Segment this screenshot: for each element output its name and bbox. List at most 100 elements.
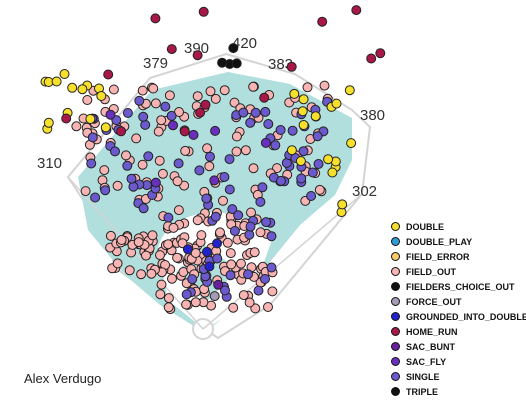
legend-label: DOUBLE — [406, 221, 444, 232]
legend-item: SINGLE — [391, 369, 526, 384]
point-single — [270, 140, 281, 151]
distance-label: 383 — [268, 56, 293, 73]
point-field-out — [108, 84, 119, 95]
point-home-run — [116, 126, 127, 137]
point-home-run — [286, 61, 297, 72]
point-single — [229, 226, 240, 236]
point-field-out — [112, 258, 123, 269]
point-double — [344, 85, 355, 96]
point-single — [194, 165, 205, 176]
point-field-out — [82, 95, 93, 105]
point-single — [250, 107, 261, 118]
point-double — [43, 117, 54, 128]
point-single — [87, 132, 98, 143]
point-field-out — [148, 83, 159, 94]
point-single — [212, 253, 223, 264]
distance-label: 380 — [360, 107, 385, 124]
legend-label: DOUBLE_PLAY — [406, 236, 473, 247]
legend-item: SAC_FLY — [391, 354, 526, 369]
point-field-out — [231, 146, 242, 157]
point-single — [307, 167, 318, 178]
point-force-out — [209, 291, 220, 302]
point-field-out — [164, 90, 175, 101]
point-field-out — [172, 252, 183, 263]
legend: DOUBLE DOUBLE_PLAY FIELD_ERROR FIELD_OUT FIE… — [391, 219, 526, 399]
point-field-out — [141, 250, 151, 261]
legend-swatch — [391, 252, 400, 261]
point-home-run — [259, 92, 270, 103]
point-home-run — [200, 99, 211, 110]
point-single — [257, 182, 268, 193]
point-single — [243, 269, 253, 280]
point-single — [205, 151, 215, 162]
point-field-out — [248, 81, 259, 92]
point-field-out — [246, 207, 256, 218]
point-field-out — [163, 293, 174, 304]
point-field-out — [163, 239, 174, 250]
point-sac-fly — [150, 177, 161, 188]
legend-swatch — [391, 222, 400, 231]
point-home-run — [351, 5, 362, 16]
point-field-out — [156, 115, 167, 126]
point-sac-fly — [188, 129, 199, 140]
point-single — [126, 173, 137, 184]
legend-swatch — [391, 327, 400, 336]
legend-swatch — [391, 342, 400, 351]
point-field-out — [249, 247, 260, 258]
point-field-out — [153, 126, 164, 137]
point-single — [260, 274, 270, 284]
point-field-out — [136, 269, 147, 280]
point-single — [263, 119, 274, 129]
point-field-out — [255, 227, 266, 238]
distance-label: 390 — [184, 40, 209, 57]
point-single — [260, 106, 271, 117]
point-triple — [228, 43, 239, 54]
point-single — [238, 107, 249, 118]
legend-swatch — [391, 297, 400, 306]
legend-label: GROUNDED_INTO_DOUBLE_PLAY — [406, 311, 526, 322]
point-single — [276, 175, 286, 186]
point-field-out — [133, 237, 144, 248]
point-single — [296, 173, 307, 184]
point-single — [233, 210, 244, 221]
point-field-out — [267, 286, 278, 297]
point-double — [298, 120, 309, 130]
point-single — [122, 108, 133, 118]
point-field-out — [147, 230, 158, 241]
point-field-out — [168, 222, 179, 233]
point-field-out — [146, 268, 157, 279]
point-field-out — [205, 86, 216, 97]
point-home-run — [366, 53, 377, 64]
point-double — [337, 199, 348, 210]
point-field-out — [250, 303, 261, 314]
point-single — [134, 95, 145, 106]
point-single — [227, 204, 238, 215]
point-sac-fly — [209, 175, 220, 186]
point-home-run — [166, 44, 177, 55]
point-field-out — [80, 186, 91, 197]
point-field-out — [231, 131, 242, 142]
point-field-out — [157, 168, 168, 179]
point-single — [298, 146, 309, 157]
point-double — [346, 138, 357, 149]
point-double — [298, 94, 309, 105]
point-field-out — [116, 235, 127, 245]
point-single — [261, 217, 272, 228]
point-field-out — [319, 80, 330, 91]
legend-item: TRIPLE — [391, 384, 526, 399]
point-field-out — [155, 289, 166, 300]
legend-item: FIELD_ERROR — [391, 249, 526, 264]
point-double — [327, 167, 338, 178]
legend-label: FIELD_ERROR — [406, 251, 470, 262]
legend-label: SAC_FLY — [406, 356, 447, 367]
point-grounded-into-double-play — [202, 246, 212, 257]
point-single — [138, 111, 149, 122]
legend-label: FIELDERS_CHOICE_OUT — [406, 281, 515, 292]
legend-item: FORCE_OUT — [391, 294, 526, 309]
point-grounded-into-double-play — [204, 261, 215, 272]
point-sac-fly — [105, 109, 116, 120]
legend-item: SAC_BUNT — [391, 339, 526, 354]
point-double — [77, 84, 88, 95]
point-single — [122, 160, 133, 171]
